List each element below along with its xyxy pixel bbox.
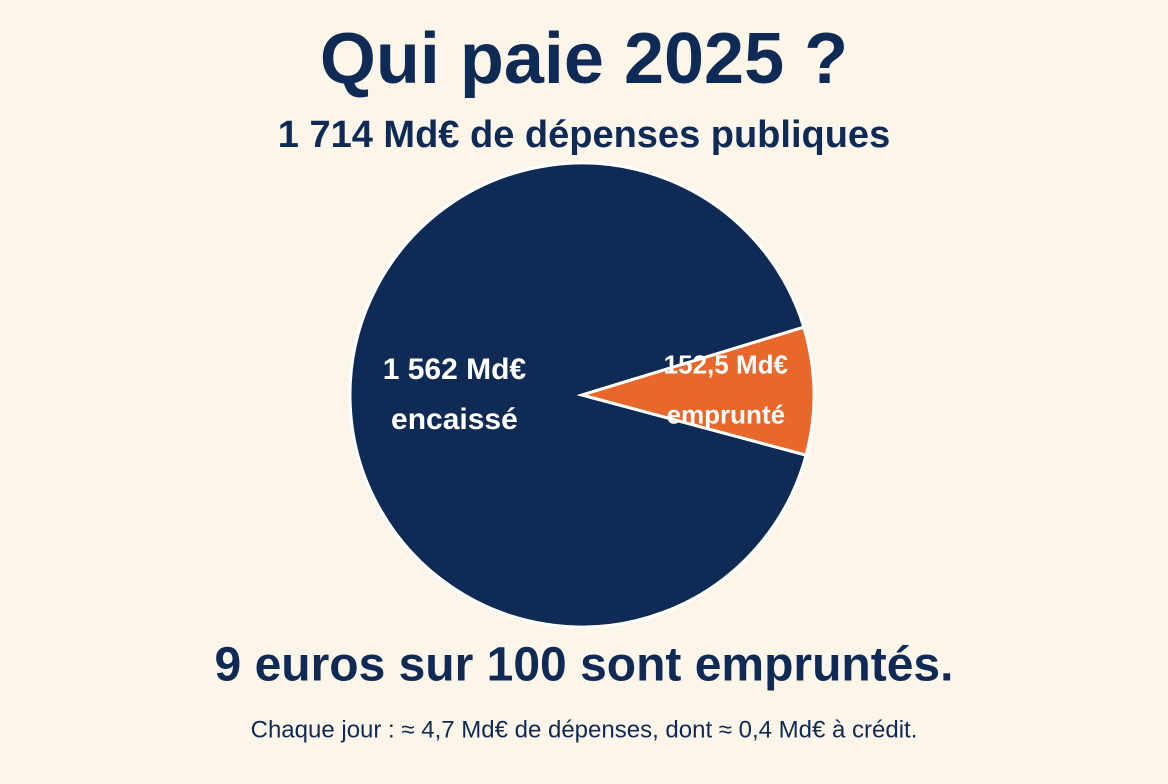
annotation-headline: 9 euros sur 100 sont empruntés. bbox=[215, 639, 954, 692]
slice-category-label: emprunté bbox=[667, 399, 785, 429]
slice-category-label: encaissé bbox=[391, 403, 518, 436]
annotation-note: Chaque jour : ≈ 4,7 Md€ de dépenses, don… bbox=[251, 716, 918, 743]
slice-value-label: 152,5 Md€ bbox=[664, 349, 788, 379]
chart-subtitle: 1 714 Md€ de dépenses publiques bbox=[278, 114, 890, 156]
pie-slice bbox=[576, 325, 816, 457]
chart-title: Qui paie 2025 ? bbox=[320, 19, 848, 99]
slice-value-label: 1 562 Md€ bbox=[383, 353, 527, 386]
